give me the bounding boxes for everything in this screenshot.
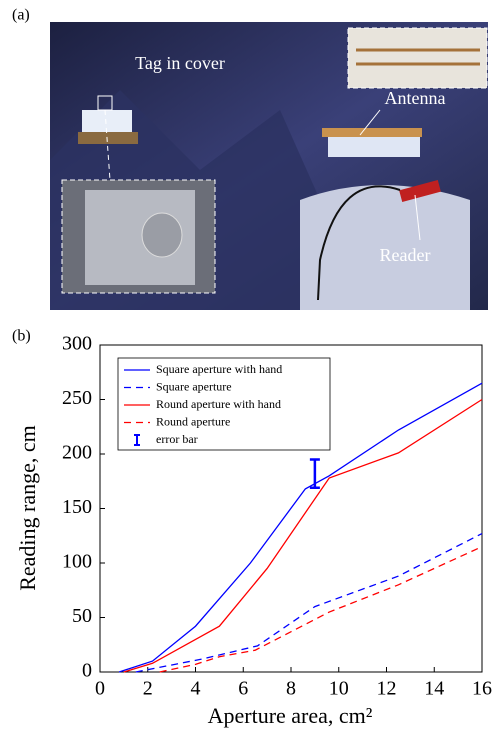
x-axis-label: Aperture area, cm²: [208, 703, 373, 728]
y-tick-label: 250: [62, 387, 92, 409]
y-axis-label: Reading range, cm: [15, 425, 40, 591]
series-line: [118, 382, 483, 673]
x-tick-label: 12: [377, 678, 397, 700]
panel-label: (a): [12, 7, 30, 24]
y-tick-label: 200: [62, 442, 92, 464]
x-tick-label: 6: [238, 678, 248, 700]
x-tick-label: 14: [424, 678, 444, 700]
series-line: [123, 398, 483, 673]
y-tick-label: 300: [62, 333, 92, 355]
antenna-block: [328, 137, 420, 157]
panel-label: (b): [12, 328, 31, 345]
series-line: [135, 532, 483, 673]
y-tick-label: 50: [72, 605, 92, 627]
legend-swatch: [134, 434, 140, 446]
tag-stand: [78, 132, 138, 144]
legend-label: Square aperture: [156, 379, 232, 393]
leader: [104, 109, 111, 181]
aperture: [141, 212, 183, 258]
x-tick-label: 8: [286, 678, 296, 700]
legend-box: [117, 357, 331, 451]
error-bar: [309, 458, 320, 490]
y-tick-label: 150: [62, 496, 92, 518]
x-tick-label: 0: [95, 678, 105, 700]
legend-label: error bar: [156, 432, 198, 446]
tag-block: [82, 110, 132, 132]
y-tick-label: 0: [82, 660, 92, 682]
x-tick-label: 10: [329, 678, 349, 700]
leader: [414, 194, 421, 241]
reader: [399, 180, 441, 202]
x-tick-label: 16: [472, 678, 492, 700]
legend-label: Square aperture with hand: [156, 362, 282, 376]
cable: [317, 185, 401, 301]
inset-antenna: [347, 27, 488, 89]
annotation: Reader: [380, 245, 431, 265]
x-tick-label: 2: [143, 678, 153, 700]
series-line: [159, 546, 483, 673]
pillar: [300, 185, 470, 310]
leader: [359, 109, 381, 136]
annotation: Antenna: [385, 88, 446, 108]
antenna: [322, 128, 422, 137]
legend-label: Round aperture with hand: [156, 397, 281, 411]
y-tick-label: 100: [62, 551, 92, 573]
x-tick-label: 4: [191, 678, 201, 700]
annotation: Tag in cover: [135, 53, 225, 73]
photo: Tag in cover Antenna Reader: [50, 22, 488, 310]
legend-label: Round aperture: [156, 414, 230, 428]
